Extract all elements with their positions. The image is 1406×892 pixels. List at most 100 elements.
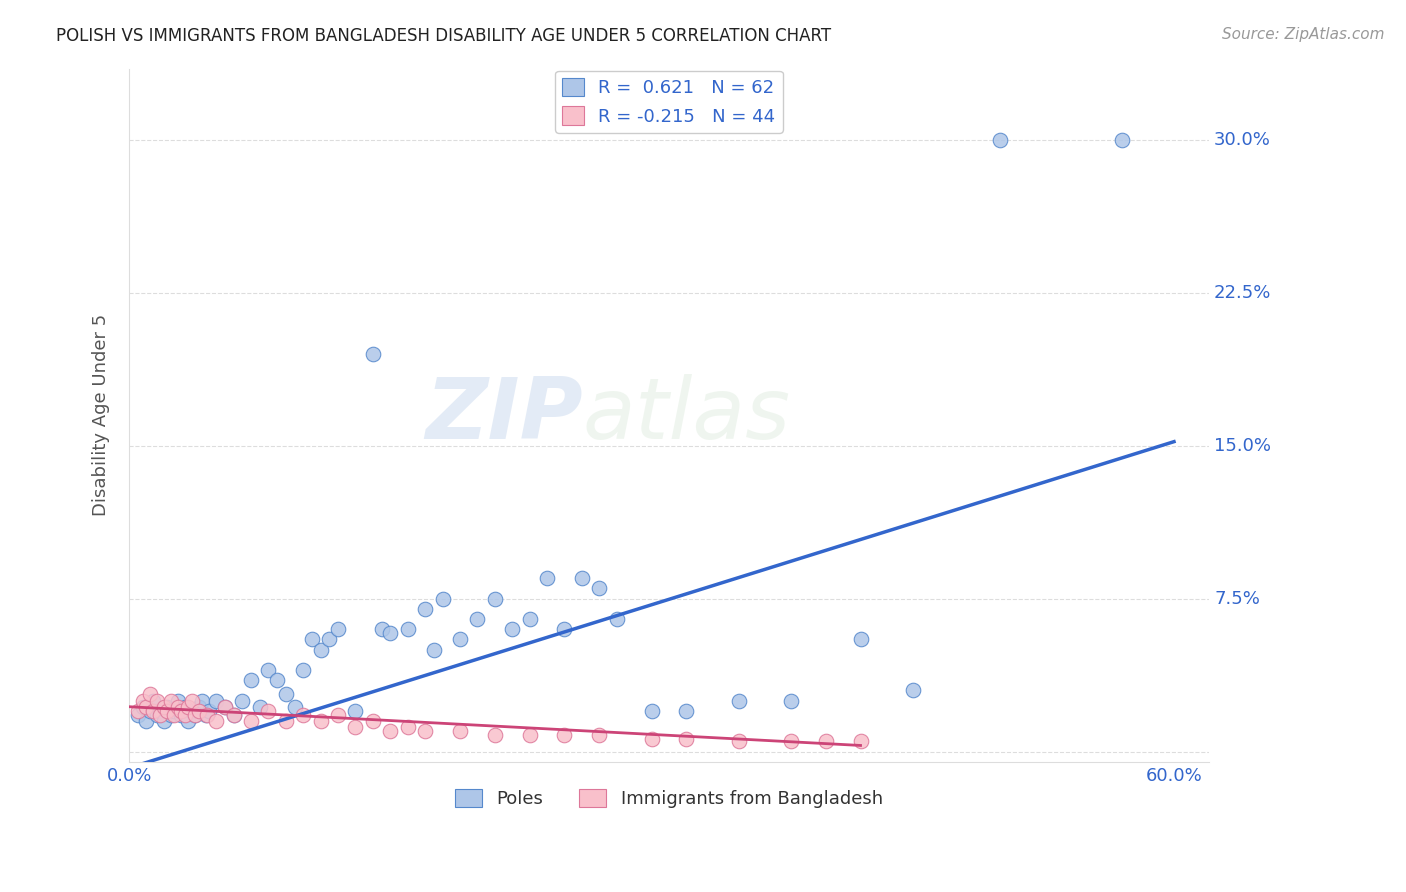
Point: [274, 714, 297, 728]
Point: [571, 571, 593, 585]
Point: [197, 707, 219, 722]
Point: [156, 699, 179, 714]
Legend: Poles, Immigrants from Bangladesh: Poles, Immigrants from Bangladesh: [447, 781, 890, 815]
Point: [779, 693, 801, 707]
Point: [142, 704, 165, 718]
Point: [396, 622, 419, 636]
Point: [553, 728, 575, 742]
Text: 30.0%: 30.0%: [1213, 131, 1271, 149]
Point: [309, 642, 332, 657]
Point: [132, 693, 155, 707]
Point: [139, 688, 162, 702]
Point: [163, 707, 186, 722]
Point: [449, 632, 471, 647]
Point: [205, 714, 228, 728]
Point: [173, 699, 195, 714]
Point: [135, 714, 157, 728]
Point: [501, 622, 523, 636]
Point: [396, 720, 419, 734]
Point: [283, 699, 305, 714]
Point: [292, 707, 315, 722]
Point: [467, 612, 489, 626]
Point: [191, 693, 214, 707]
Point: [380, 724, 402, 739]
Point: [266, 673, 288, 688]
Point: [675, 704, 697, 718]
Point: [240, 673, 263, 688]
Text: atlas: atlas: [582, 374, 790, 457]
Point: [231, 693, 253, 707]
Point: [187, 704, 209, 718]
Point: [177, 699, 200, 714]
Point: [170, 707, 193, 722]
Point: [361, 714, 384, 728]
Point: [214, 699, 236, 714]
Point: [142, 693, 165, 707]
Point: [640, 732, 662, 747]
Point: [309, 714, 332, 728]
Point: [240, 714, 263, 728]
Point: [779, 734, 801, 748]
Point: [127, 707, 149, 722]
Point: [423, 642, 446, 657]
Point: [132, 699, 155, 714]
Point: [344, 720, 367, 734]
Text: 22.5%: 22.5%: [1213, 284, 1271, 301]
Point: [901, 683, 924, 698]
Point: [536, 571, 558, 585]
Text: ZIP: ZIP: [425, 374, 582, 457]
Point: [160, 707, 183, 722]
Point: [160, 693, 183, 707]
Point: [153, 714, 176, 728]
Point: [553, 622, 575, 636]
Point: [180, 704, 202, 718]
Point: [484, 591, 506, 606]
Point: [166, 699, 188, 714]
Point: [198, 704, 221, 718]
Point: [519, 728, 541, 742]
Point: [249, 699, 271, 714]
Point: [413, 602, 436, 616]
Point: [166, 693, 188, 707]
Point: [180, 693, 202, 707]
Point: [849, 632, 872, 647]
Point: [727, 693, 749, 707]
Point: [519, 612, 541, 626]
Point: [257, 663, 280, 677]
Point: [149, 707, 172, 722]
Point: [222, 707, 245, 722]
Point: [257, 704, 280, 718]
Point: [814, 734, 837, 748]
Point: [173, 707, 195, 722]
Point: [214, 699, 236, 714]
Point: [727, 734, 749, 748]
Text: POLISH VS IMMIGRANTS FROM BANGLADESH DISABILITY AGE UNDER 5 CORRELATION CHART: POLISH VS IMMIGRANTS FROM BANGLADESH DIS…: [56, 27, 831, 45]
Point: [588, 582, 610, 596]
Point: [849, 734, 872, 748]
Text: Source: ZipAtlas.com: Source: ZipAtlas.com: [1222, 27, 1385, 42]
Point: [380, 626, 402, 640]
Text: 7.5%: 7.5%: [1213, 590, 1260, 607]
Point: [640, 704, 662, 718]
Point: [292, 663, 315, 677]
Point: [127, 704, 149, 718]
Point: [344, 704, 367, 718]
Point: [484, 728, 506, 742]
Point: [370, 622, 392, 636]
Point: [187, 699, 209, 714]
Point: [988, 133, 1011, 147]
Point: [149, 704, 172, 718]
Point: [205, 693, 228, 707]
Point: [163, 704, 186, 718]
Point: [675, 732, 697, 747]
Point: [146, 693, 169, 707]
Point: [222, 707, 245, 722]
Point: [361, 347, 384, 361]
Point: [301, 632, 323, 647]
Point: [274, 688, 297, 702]
Point: [184, 707, 207, 722]
Point: [413, 724, 436, 739]
Point: [177, 714, 200, 728]
Point: [170, 704, 193, 718]
Point: [146, 707, 169, 722]
